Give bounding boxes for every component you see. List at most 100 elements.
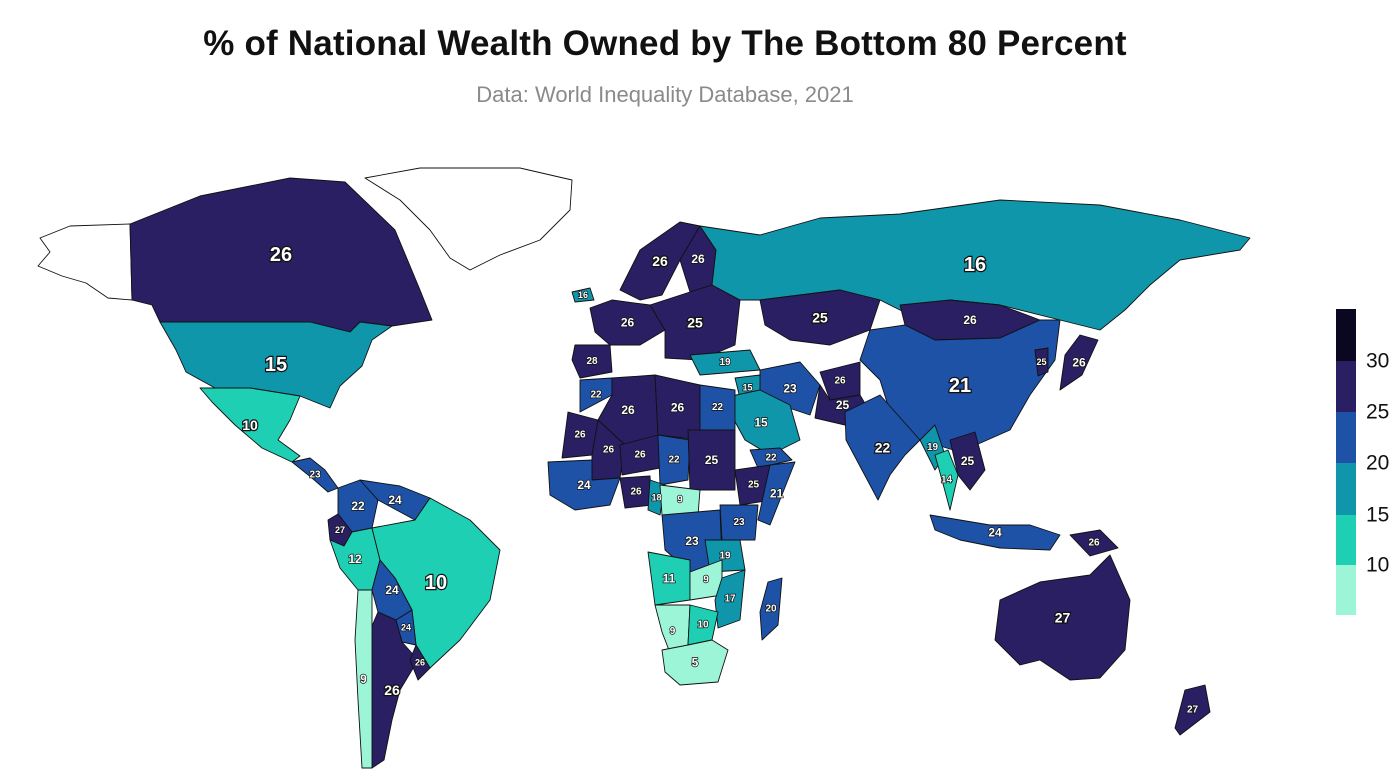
value-label-venezuela: 24 [388, 493, 402, 507]
value-label-namibia: 9 [670, 626, 676, 637]
region-iberia [571, 344, 613, 379]
legend-tick-15: 15 [1366, 503, 1390, 527]
value-label-iberia: 28 [586, 356, 598, 367]
region-australia [994, 554, 1131, 681]
region-sudan [687, 429, 736, 491]
value-label-uruguay: 26 [415, 658, 425, 668]
value-label-canada: 26 [270, 244, 292, 266]
region-japan [1059, 334, 1099, 391]
legend-swatch [1336, 565, 1356, 615]
region-greenland [364, 167, 573, 271]
map-title: % of National Wealth Owned by The Bottom… [203, 24, 1127, 63]
region-thailand [934, 449, 959, 511]
value-label-ecuador: 27 [335, 525, 345, 535]
value-label-brazil: 10 [425, 572, 447, 594]
legend-swatch [1336, 309, 1356, 361]
region-mozambique [714, 569, 746, 629]
region-mexico [199, 387, 301, 463]
value-label-western-europe: 26 [621, 316, 635, 330]
color-legend: 10 15 20 25 30 [1336, 309, 1400, 615]
region-new-zealand [1174, 684, 1211, 736]
map-subtitle: Data: World Inequality Database, 2021 [476, 82, 854, 107]
region-chad [657, 434, 691, 486]
value-label-thailand: 14 [941, 475, 953, 486]
value-label-russia: 16 [964, 254, 986, 276]
value-label-eastern-europe: 25 [687, 315, 703, 331]
region-kazakhstan [759, 289, 881, 346]
legend-tick-25: 25 [1366, 400, 1390, 424]
value-label-china: 21 [949, 375, 971, 397]
value-label-mauritania: 26 [574, 430, 586, 441]
value-label-vietnam: 25 [961, 454, 975, 468]
value-label-south-africa: 5 [692, 656, 699, 670]
legend-swatch [1336, 463, 1356, 515]
value-label-cameroon: 18 [651, 493, 661, 503]
value-label-madagascar: 20 [765, 604, 777, 615]
region-iceland [571, 287, 595, 303]
region-vietnam [949, 431, 986, 491]
value-label-indonesia: 24 [988, 526, 1002, 540]
value-label-india: 22 [875, 440, 891, 456]
region-somalia [757, 461, 796, 526]
value-label-mozambique: 17 [724, 594, 736, 605]
value-label-egypt: 22 [712, 402, 724, 413]
value-label-morocco: 22 [590, 390, 602, 401]
value-label-bolivia: 24 [385, 583, 399, 597]
legend-color-bar [1336, 309, 1356, 615]
value-label-chile: 9 [360, 672, 367, 686]
value-label-car: 9 [677, 495, 683, 506]
world-map: 26 15 10 23 22 24 27 12 10 24 24 26 26 9 16 26 26 26 28 25 1… [37, 167, 1251, 769]
value-label-angola: 11 [663, 572, 676, 586]
value-label-papua-new-guinea: 26 [1088, 538, 1100, 549]
value-label-zambia: 9 [703, 575, 709, 586]
value-label-sudan: 25 [705, 453, 719, 467]
region-madagascar [759, 577, 783, 641]
value-label-turkey: 19 [719, 357, 731, 368]
value-label-botswana: 10 [697, 620, 709, 631]
region-kenya [719, 504, 759, 541]
region-western-europe [589, 299, 666, 346]
region-india [844, 394, 921, 501]
value-label-scandinavia: 26 [652, 253, 668, 269]
region-alaska [37, 223, 133, 301]
region-korea [1034, 347, 1049, 377]
value-label-somalia: 21 [770, 487, 784, 501]
legend-swatch [1336, 515, 1356, 565]
value-label-iceland: 16 [578, 290, 588, 300]
value-label-west-africa: 24 [577, 478, 591, 492]
value-label-algeria: 26 [621, 403, 635, 417]
value-label-paraguay: 24 [401, 623, 411, 633]
region-uruguay [409, 644, 431, 681]
legend-tick-20: 20 [1366, 451, 1390, 475]
legend-tick-30: 30 [1366, 349, 1390, 373]
region-south-africa [661, 639, 729, 686]
value-label-kenya: 23 [733, 517, 745, 528]
region-chile [354, 589, 373, 769]
region-usa [159, 321, 393, 409]
value-label-saudi-arabia: 15 [754, 416, 768, 430]
value-label-mongolia: 26 [963, 313, 977, 327]
value-label-mali: 26 [603, 445, 615, 456]
region-value-labels: 26 15 10 23 22 24 27 12 10 24 24 26 26 9 16 26 26 26 28 25 1… [241, 243, 1199, 716]
value-label-ethiopia: 25 [748, 480, 760, 491]
region-papua-new-guinea [1069, 529, 1119, 557]
legend-tick-10: 10 [1366, 553, 1390, 577]
region-eastern-europe [649, 284, 741, 361]
value-label-drc: 23 [685, 534, 699, 548]
legend-swatch [1336, 412, 1356, 463]
region-indonesia [929, 514, 1061, 551]
value-label-korea: 25 [1036, 357, 1046, 367]
value-label-australia: 27 [1055, 610, 1071, 626]
value-label-usa: 15 [265, 354, 287, 376]
region-yemen [749, 447, 793, 469]
value-label-iraq: 15 [742, 383, 752, 393]
region-china [859, 319, 1061, 453]
value-label-tanzania: 19 [719, 551, 731, 562]
value-label-new-zealand: 27 [1187, 705, 1199, 716]
value-label-pakistan: 25 [836, 398, 850, 412]
value-label-chad: 22 [668, 455, 680, 466]
region-saudi-arabia [721, 389, 801, 456]
value-label-niger: 26 [634, 450, 646, 461]
value-label-finland: 26 [691, 252, 705, 266]
value-label-iran: 23 [783, 382, 797, 396]
